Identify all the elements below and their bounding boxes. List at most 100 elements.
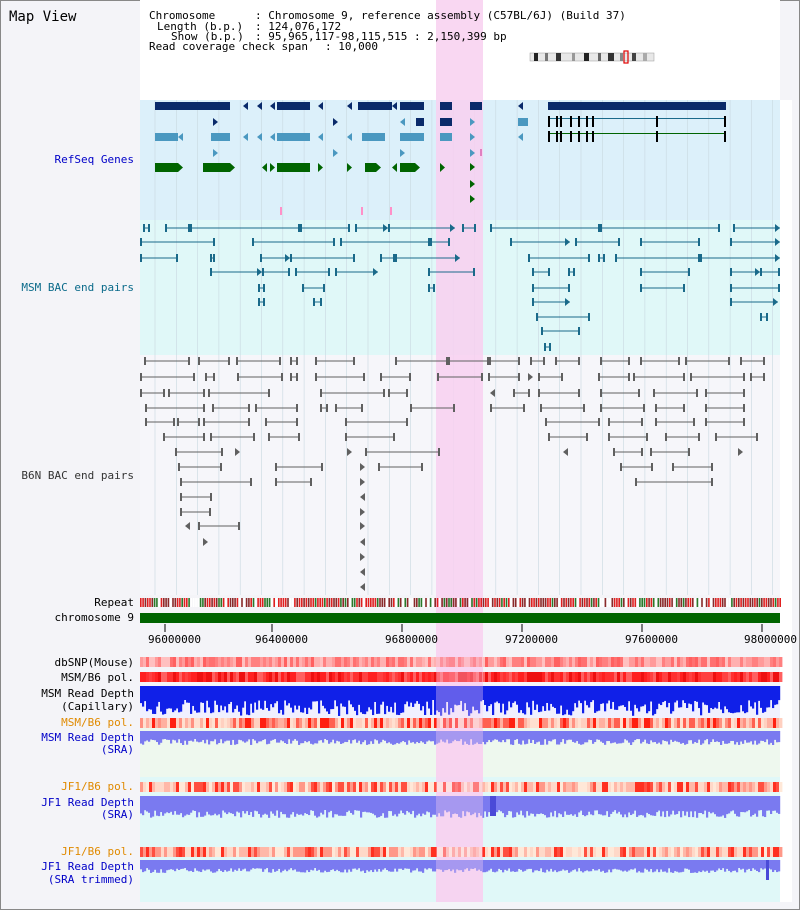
repeat-mark	[765, 598, 768, 607]
read-depth-bar	[340, 731, 343, 744]
pol-heat-cell	[512, 657, 516, 667]
pol-heat-cell	[734, 718, 738, 728]
read-depth-bar	[368, 860, 371, 872]
repeat-mark	[142, 598, 144, 607]
read-depth-bar	[356, 731, 359, 743]
read-depth-bar	[396, 860, 399, 872]
pol-heat-cell	[482, 657, 486, 667]
repeat-mark	[149, 598, 151, 607]
read-depth-bar	[186, 731, 189, 745]
pol-heat-cell	[182, 672, 186, 682]
read-depth-bar	[476, 731, 479, 743]
pol-heat-cell	[287, 657, 291, 667]
read-depth-bar	[288, 686, 291, 704]
pol-heat-cell	[482, 672, 486, 682]
read-depth-bar	[164, 796, 167, 814]
pol-heat-cell	[173, 672, 177, 682]
pol-heat-cell	[740, 672, 744, 682]
read-depth-bar	[356, 686, 359, 716]
bac-end	[143, 224, 145, 232]
pol-heat-cell	[599, 718, 603, 728]
read-depth-bar	[638, 796, 641, 816]
pol-heat-cell	[245, 672, 249, 682]
pol-heat-cell	[290, 657, 294, 667]
read-depth-bar	[626, 731, 629, 741]
pol-heat-cell	[626, 672, 630, 682]
bac-end	[568, 284, 570, 292]
read-depth-bar	[354, 796, 357, 811]
pol-heat-cell	[338, 718, 342, 728]
pol-heat-cell	[350, 847, 354, 857]
bac-end	[763, 373, 765, 381]
read-depth-bar	[770, 796, 773, 815]
pol-heat-cell	[737, 782, 741, 792]
read-depth-bar	[770, 731, 773, 743]
strand-arrow	[213, 149, 218, 157]
read-depth-bar	[142, 731, 145, 745]
read-depth-bar	[576, 731, 579, 742]
repeat-mark	[558, 598, 561, 607]
bac-end	[378, 463, 380, 471]
read-depth-bar	[146, 860, 149, 869]
pol-heat-cell	[215, 672, 219, 682]
pol-heat-cell	[746, 672, 750, 682]
bac-end	[203, 389, 205, 397]
track-label-jf1-read-depth-trim: JF1 Read Depth	[41, 860, 134, 873]
read-depth-bar	[214, 796, 217, 814]
strand-arrow	[518, 102, 523, 110]
read-depth-bar	[316, 860, 319, 871]
bac-end	[715, 433, 717, 441]
read-depth-bar	[648, 860, 651, 872]
read-depth-bar	[182, 731, 185, 745]
pol-heat-cell	[602, 657, 606, 667]
pol-heat-cell	[707, 672, 711, 682]
read-depth-bar	[284, 686, 287, 701]
read-depth-bar	[610, 860, 613, 873]
strand-arrow	[360, 522, 365, 530]
read-depth-bar	[234, 860, 237, 870]
strand-arrow	[235, 448, 240, 456]
track-label-refseq[interactable]: RefSeq Genes	[54, 153, 134, 166]
bac-end	[345, 418, 347, 426]
pol-heat-cell	[155, 672, 159, 682]
read-depth-bar	[480, 860, 483, 872]
pol-heat-cell	[275, 718, 279, 728]
pol-heat-cell	[566, 672, 570, 682]
strand-arrow	[185, 522, 190, 530]
track-label-msm-bac[interactable]: MSM BAC end pairs	[21, 281, 134, 294]
bac-end	[711, 478, 713, 486]
read-depth-bar	[520, 686, 523, 711]
pol-heat-cell	[410, 782, 414, 792]
track-label-b6n-bac[interactable]: B6N BAC end pairs	[21, 469, 134, 482]
read-depth-bar	[766, 860, 769, 880]
repeat-mark	[167, 598, 170, 607]
read-depth-bar	[176, 686, 179, 709]
read-depth-bar	[634, 686, 637, 705]
read-depth-bar	[744, 731, 747, 741]
repeat-mark	[432, 598, 434, 607]
read-depth-bar	[546, 686, 549, 703]
read-depth-bar	[774, 686, 777, 705]
bac-end	[583, 404, 585, 412]
read-depth-bar	[264, 796, 267, 814]
bac-end	[588, 313, 590, 321]
read-depth-bar	[266, 796, 269, 815]
bac-end	[203, 404, 205, 412]
pol-heat-cell	[467, 657, 471, 667]
bac-end	[345, 433, 347, 441]
pol-heat-cell	[617, 657, 621, 667]
read-depth-bar	[734, 796, 737, 814]
pol-heat-cell	[470, 657, 474, 667]
pol-heat-cell	[740, 718, 744, 728]
read-depth-bar	[158, 731, 161, 745]
pol-heat-cell	[281, 657, 285, 667]
read-depth-bar	[474, 686, 477, 711]
pol-heat-cell	[638, 847, 642, 857]
bac-end	[252, 238, 254, 246]
gene-exon	[400, 163, 415, 172]
read-depth-bar	[626, 686, 629, 711]
read-depth-bar	[222, 860, 225, 873]
read-depth-bar	[556, 686, 559, 714]
header-show-value: : 95,965,117-98,115,515 : 2,150,399 bp	[255, 30, 507, 43]
